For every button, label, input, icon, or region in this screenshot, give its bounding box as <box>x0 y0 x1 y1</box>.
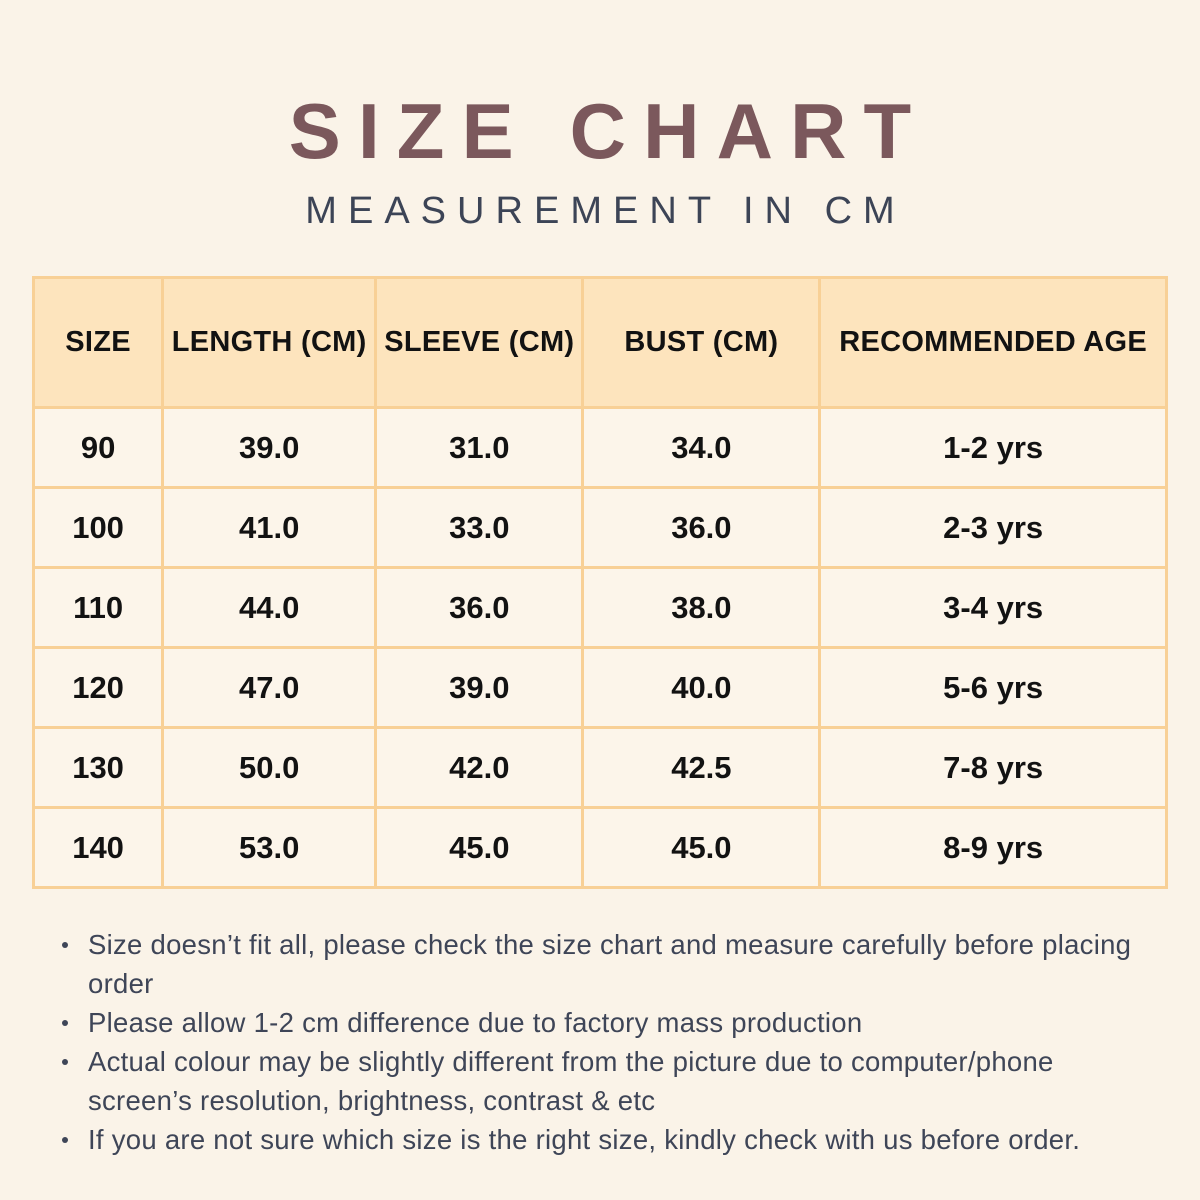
length-cell: 41.0 <box>161 486 378 569</box>
bust-cell: 38.0 <box>581 566 822 649</box>
size-cell: 110 <box>31 566 165 649</box>
note-item: If you are not sure which size is the ri… <box>58 1120 1160 1159</box>
table-row: 100 41.0 33.0 36.0 2-3 yrs <box>31 486 1168 569</box>
heading: SIZE CHART MEASUREMENT IN CM <box>0 0 1200 230</box>
age-cell: 7-8 yrs <box>818 726 1168 809</box>
age-cell: 8-9 yrs <box>818 806 1168 889</box>
column-header-sleeve: SLEEVE (CM) <box>374 276 585 409</box>
note-item: Size doesn’t fit all, please check the s… <box>58 925 1160 1003</box>
size-cell: 100 <box>31 486 165 569</box>
table-row: 120 47.0 39.0 40.0 5-6 yrs <box>31 646 1168 729</box>
sleeve-cell: 36.0 <box>374 566 585 649</box>
size-cell: 130 <box>31 726 165 809</box>
age-cell: 3-4 yrs <box>818 566 1168 649</box>
table-row: 130 50.0 42.0 42.5 7-8 yrs <box>31 726 1168 809</box>
length-cell: 39.0 <box>161 406 378 489</box>
length-cell: 53.0 <box>161 806 378 889</box>
column-header-bust: BUST (CM) <box>581 276 822 409</box>
bust-cell: 40.0 <box>581 646 822 729</box>
table-header-row: SIZE LENGTH (CM) SLEEVE (CM) BUST (CM) R… <box>31 276 1168 409</box>
size-cell: 90 <box>31 406 165 489</box>
length-cell: 50.0 <box>161 726 378 809</box>
age-cell: 1-2 yrs <box>818 406 1168 489</box>
note-item: Please allow 1-2 cm difference due to fa… <box>58 1003 1160 1042</box>
bust-cell: 36.0 <box>581 486 822 569</box>
page-subtitle: MEASUREMENT IN CM <box>305 190 906 232</box>
size-cell: 120 <box>31 646 165 729</box>
length-cell: 44.0 <box>161 566 378 649</box>
sleeve-cell: 31.0 <box>374 406 585 489</box>
sleeve-cell: 42.0 <box>374 726 585 809</box>
size-table: SIZE LENGTH (CM) SLEEVE (CM) BUST (CM) R… <box>31 276 1168 889</box>
table-row: 110 44.0 36.0 38.0 3-4 yrs <box>31 566 1168 649</box>
table-row: 140 53.0 45.0 45.0 8-9 yrs <box>31 806 1168 889</box>
notes-list: Size doesn’t fit all, please check the s… <box>58 925 1160 1159</box>
column-header-age: RECOMMENDED AGE <box>818 276 1168 409</box>
sleeve-cell: 45.0 <box>374 806 585 889</box>
note-item: Actual colour may be slightly different … <box>58 1042 1160 1120</box>
age-cell: 2-3 yrs <box>818 486 1168 569</box>
length-cell: 47.0 <box>161 646 378 729</box>
table-row: 90 39.0 31.0 34.0 1-2 yrs <box>31 406 1168 489</box>
bust-cell: 45.0 <box>581 806 822 889</box>
bust-cell: 34.0 <box>581 406 822 489</box>
bust-cell: 42.5 <box>581 726 822 809</box>
age-cell: 5-6 yrs <box>818 646 1168 729</box>
sleeve-cell: 39.0 <box>374 646 585 729</box>
column-header-size: SIZE <box>31 276 165 409</box>
column-header-length: LENGTH (CM) <box>161 276 378 409</box>
size-cell: 140 <box>31 806 165 889</box>
sleeve-cell: 33.0 <box>374 486 585 569</box>
page-title: SIZE CHART <box>288 87 929 175</box>
